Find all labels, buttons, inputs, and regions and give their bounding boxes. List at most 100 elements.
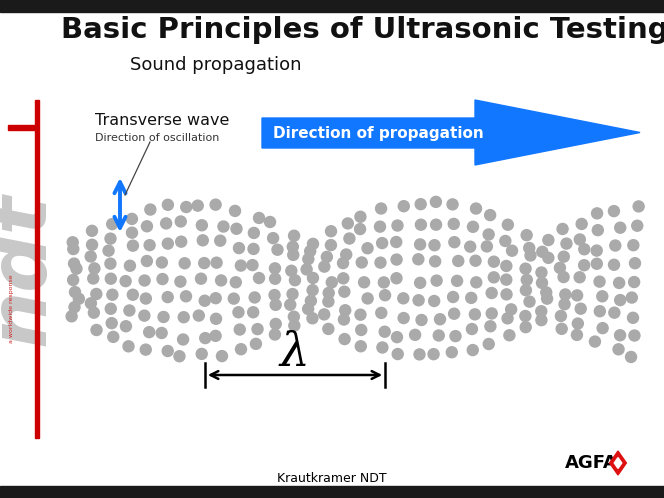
Circle shape bbox=[485, 321, 496, 332]
Circle shape bbox=[86, 298, 96, 309]
Circle shape bbox=[248, 228, 260, 239]
Circle shape bbox=[86, 225, 98, 237]
Circle shape bbox=[536, 267, 547, 278]
Circle shape bbox=[231, 223, 242, 234]
Circle shape bbox=[521, 285, 531, 296]
Circle shape bbox=[572, 318, 584, 329]
Circle shape bbox=[579, 244, 590, 255]
Circle shape bbox=[106, 273, 116, 284]
Circle shape bbox=[609, 307, 620, 318]
Circle shape bbox=[542, 293, 552, 304]
Circle shape bbox=[615, 222, 625, 233]
Circle shape bbox=[126, 227, 137, 238]
Circle shape bbox=[466, 324, 477, 335]
Circle shape bbox=[69, 302, 80, 313]
Circle shape bbox=[139, 275, 150, 286]
Circle shape bbox=[357, 257, 367, 268]
Circle shape bbox=[434, 314, 446, 325]
Circle shape bbox=[633, 201, 644, 212]
Circle shape bbox=[85, 251, 96, 262]
Circle shape bbox=[339, 314, 349, 325]
Circle shape bbox=[307, 285, 318, 296]
Circle shape bbox=[270, 273, 281, 284]
Text: Direction of propagation: Direction of propagation bbox=[273, 125, 484, 140]
Circle shape bbox=[325, 226, 337, 237]
Circle shape bbox=[218, 221, 229, 232]
Circle shape bbox=[376, 238, 388, 249]
Circle shape bbox=[488, 272, 499, 283]
Circle shape bbox=[269, 289, 280, 301]
Circle shape bbox=[572, 290, 582, 301]
Circle shape bbox=[89, 263, 100, 274]
Circle shape bbox=[341, 249, 352, 260]
Circle shape bbox=[413, 254, 424, 265]
Circle shape bbox=[502, 313, 513, 324]
Circle shape bbox=[375, 257, 386, 268]
Circle shape bbox=[325, 240, 337, 250]
Circle shape bbox=[319, 309, 330, 320]
Circle shape bbox=[264, 217, 276, 228]
Circle shape bbox=[230, 205, 240, 217]
Text: Transverse wave: Transverse wave bbox=[95, 113, 229, 127]
Circle shape bbox=[503, 219, 513, 230]
Circle shape bbox=[289, 230, 299, 241]
Circle shape bbox=[178, 312, 189, 323]
Circle shape bbox=[504, 330, 515, 341]
Circle shape bbox=[465, 241, 475, 252]
Text: λ: λ bbox=[280, 330, 310, 375]
Circle shape bbox=[613, 344, 624, 355]
Circle shape bbox=[177, 334, 189, 345]
Circle shape bbox=[524, 296, 535, 307]
Circle shape bbox=[303, 253, 314, 264]
Circle shape bbox=[323, 287, 334, 298]
Circle shape bbox=[157, 273, 168, 284]
Circle shape bbox=[446, 347, 457, 358]
Circle shape bbox=[594, 276, 605, 287]
Circle shape bbox=[452, 275, 463, 286]
Circle shape bbox=[139, 310, 150, 321]
Circle shape bbox=[628, 240, 639, 250]
Circle shape bbox=[392, 349, 403, 360]
Circle shape bbox=[195, 273, 207, 284]
Circle shape bbox=[536, 306, 546, 317]
Circle shape bbox=[450, 331, 461, 342]
Circle shape bbox=[176, 236, 187, 247]
Circle shape bbox=[377, 342, 388, 353]
Circle shape bbox=[376, 307, 387, 318]
Circle shape bbox=[486, 308, 497, 319]
Circle shape bbox=[483, 339, 494, 350]
Circle shape bbox=[175, 276, 186, 287]
Circle shape bbox=[200, 333, 210, 344]
Circle shape bbox=[554, 262, 566, 273]
Circle shape bbox=[270, 299, 281, 310]
Circle shape bbox=[252, 324, 263, 335]
Circle shape bbox=[592, 258, 602, 269]
Circle shape bbox=[199, 295, 210, 306]
Circle shape bbox=[449, 237, 460, 248]
Circle shape bbox=[108, 331, 119, 343]
Circle shape bbox=[305, 295, 316, 306]
Circle shape bbox=[103, 245, 114, 256]
Circle shape bbox=[235, 260, 246, 271]
Circle shape bbox=[124, 305, 135, 316]
Circle shape bbox=[594, 306, 606, 317]
Circle shape bbox=[471, 203, 481, 214]
Circle shape bbox=[210, 313, 222, 324]
Circle shape bbox=[338, 273, 349, 284]
Circle shape bbox=[537, 277, 548, 288]
Circle shape bbox=[301, 264, 312, 275]
Circle shape bbox=[392, 220, 403, 231]
Circle shape bbox=[288, 241, 298, 252]
Circle shape bbox=[193, 310, 205, 321]
Circle shape bbox=[71, 263, 82, 274]
Text: a worldwide response: a worldwide response bbox=[9, 275, 15, 343]
Circle shape bbox=[70, 286, 80, 298]
Circle shape bbox=[540, 287, 552, 298]
Circle shape bbox=[465, 292, 477, 303]
Circle shape bbox=[197, 349, 207, 360]
Circle shape bbox=[289, 320, 300, 331]
Circle shape bbox=[156, 328, 167, 339]
Circle shape bbox=[433, 330, 444, 341]
Circle shape bbox=[268, 233, 279, 244]
Circle shape bbox=[321, 251, 333, 262]
